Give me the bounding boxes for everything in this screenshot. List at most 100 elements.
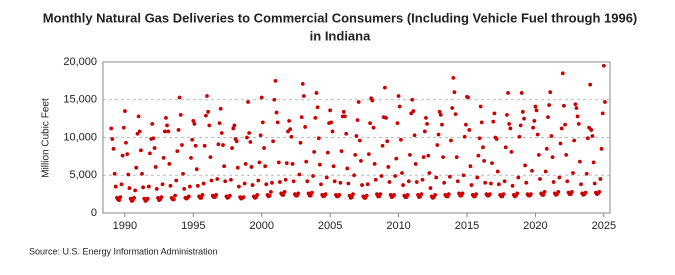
data-point <box>532 118 537 123</box>
data-point <box>564 152 569 157</box>
data-point <box>168 183 173 188</box>
data-point <box>236 184 241 189</box>
data-point <box>426 153 431 158</box>
data-point <box>338 180 343 185</box>
data-point <box>180 143 184 147</box>
data-point <box>124 140 128 145</box>
data-point <box>178 112 183 117</box>
data-point <box>559 126 564 131</box>
data-point <box>506 91 510 95</box>
data-point <box>370 98 375 103</box>
data-point <box>311 174 315 178</box>
data-point <box>518 123 523 128</box>
data-point <box>269 189 273 194</box>
data-point <box>264 182 269 187</box>
data-point <box>438 112 443 117</box>
data-point <box>349 195 354 200</box>
data-point <box>229 177 233 182</box>
data-point <box>557 175 562 180</box>
data-point <box>316 136 321 141</box>
data-point <box>175 149 180 153</box>
data-point <box>468 164 473 169</box>
data-point <box>394 156 399 161</box>
data-point <box>546 115 550 120</box>
y-tick-label: 5,000 <box>69 169 97 181</box>
data-point <box>146 184 151 189</box>
data-point <box>577 159 582 164</box>
data-point <box>258 133 263 138</box>
data-point <box>441 155 445 160</box>
data-point <box>310 190 314 195</box>
data-point <box>538 177 542 181</box>
data-point <box>481 145 485 150</box>
data-point <box>585 136 590 141</box>
data-point <box>274 110 279 115</box>
data-point <box>230 146 234 150</box>
data-point <box>579 182 583 187</box>
data-point <box>113 184 118 189</box>
data-point <box>529 192 533 197</box>
data-point <box>475 175 480 180</box>
data-point <box>378 192 383 197</box>
data-point <box>341 109 346 114</box>
data-point <box>542 189 547 194</box>
data-point <box>204 113 208 118</box>
data-point <box>397 104 402 109</box>
data-point <box>541 192 546 197</box>
data-point <box>315 105 320 110</box>
data-point <box>534 108 539 113</box>
data-point <box>385 139 390 144</box>
data-point <box>455 179 460 184</box>
data-point <box>132 196 136 200</box>
data-point <box>199 196 204 200</box>
data-point <box>469 183 474 187</box>
data-point <box>208 155 213 160</box>
data-point <box>190 137 195 142</box>
data-point <box>120 153 125 158</box>
data-point <box>384 115 388 120</box>
data-point <box>222 164 227 169</box>
data-point <box>478 104 483 109</box>
data-point <box>223 179 228 184</box>
data-point <box>319 182 323 187</box>
data-point <box>598 177 603 181</box>
data-point <box>575 114 580 119</box>
data-point <box>503 145 508 150</box>
data-point <box>544 146 549 151</box>
data-point <box>462 134 467 139</box>
data-point <box>551 180 556 184</box>
data-point <box>121 125 126 130</box>
data-point <box>474 192 479 197</box>
data-point <box>162 129 167 134</box>
data-point <box>270 180 274 185</box>
data-point <box>434 175 439 180</box>
data-point <box>255 192 260 197</box>
data-point <box>339 149 344 153</box>
data-point <box>549 134 554 138</box>
data-point <box>561 103 566 108</box>
data-point <box>440 122 444 127</box>
data-point <box>298 140 303 145</box>
data-point <box>137 129 142 134</box>
data-point <box>522 116 526 121</box>
data-point <box>119 182 124 187</box>
data-point <box>344 131 349 136</box>
data-point <box>343 114 347 119</box>
chart-title: in Indiana <box>310 28 371 43</box>
data-point <box>501 192 506 197</box>
data-point <box>556 189 561 194</box>
y-tick-label: 0 <box>91 207 97 219</box>
data-point <box>550 155 555 160</box>
data-point <box>299 115 304 120</box>
data-point <box>406 179 411 184</box>
data-point <box>588 82 593 87</box>
data-point <box>399 137 403 142</box>
data-point <box>177 95 182 100</box>
data-point <box>517 134 522 139</box>
data-point <box>360 183 364 187</box>
x-tick-label: 1995 <box>181 220 205 232</box>
data-point <box>324 175 329 180</box>
data-point <box>509 149 514 154</box>
data-point <box>122 109 127 113</box>
data-point <box>271 139 275 144</box>
